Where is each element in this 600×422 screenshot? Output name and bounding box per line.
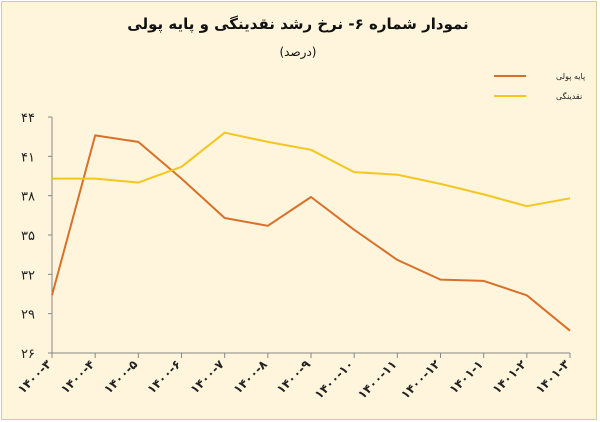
y-tick-label: ۲۶ bbox=[21, 347, 35, 362]
x-tick-label: ۱۴۰۱-۱ bbox=[446, 357, 485, 396]
series-line-liquidity bbox=[52, 131, 571, 208]
x-tick-label: ۱۴۰۰-۱۱ bbox=[355, 357, 400, 402]
chart-subtitle: (درصد) bbox=[280, 45, 317, 60]
x-tick-label: ۱۴۰۱-۳ bbox=[533, 357, 573, 397]
x-tick-label: ۱۴۰۰-۶ bbox=[144, 357, 183, 396]
x-tick-label: ۱۴۰۱-۲ bbox=[490, 357, 530, 397]
x-tick-label: ۱۴۰۰-۸ bbox=[231, 357, 271, 397]
series-line-monetary-base bbox=[51, 134, 571, 332]
axes bbox=[48, 116, 571, 358]
x-tick-label: ۱۴۰۰-۵ bbox=[101, 357, 140, 396]
y-tick-label: ۳۸ bbox=[21, 190, 35, 205]
series-lines bbox=[51, 131, 571, 332]
x-tick-label: ۱۴۰۰-۳ bbox=[15, 357, 55, 397]
y-tick-label: ۳۵ bbox=[21, 229, 35, 244]
y-tick-label: ۴۱ bbox=[21, 150, 35, 165]
x-tick-label: ۱۴۰۰-۱۰ bbox=[312, 357, 357, 402]
y-tick-label: ۴۴ bbox=[21, 111, 35, 126]
x-tick-label: ۱۴۰۰-۹ bbox=[274, 357, 314, 397]
x-tick-label: ۱۴۰۰-۱۲ bbox=[398, 357, 443, 402]
legend-label-monetary-base: پایه پولی bbox=[556, 72, 585, 81]
y-tick-label: ۳۲ bbox=[21, 268, 35, 283]
y-axis-labels: ۲۶ ۲۹ ۳۲ ۳۵ ۳۸ ۴۱ ۴۴ bbox=[21, 111, 35, 362]
legend-label-liquidity: نقدینگی bbox=[556, 91, 582, 101]
x-axis-labels: ۱۴۰۰-۳ ۱۴۰۰-۴ ۱۴۰۰-۵ ۱۴۰۰-۶ ۱۴۰۰-۷ ۱۴۰۰-۸ ۱۴۰۰… bbox=[15, 357, 573, 402]
chart-title: نمودار شماره ۶- نرخ رشد نقدینگی و پایه پ… bbox=[127, 15, 468, 34]
y-tick-label: ۲۹ bbox=[21, 308, 35, 323]
x-tick-label: ۱۴۰۰-۴ bbox=[58, 357, 97, 396]
x-tick-label: ۱۴۰۰-۷ bbox=[187, 357, 227, 397]
legend: پایه پولی نقدینگی bbox=[494, 72, 585, 101]
